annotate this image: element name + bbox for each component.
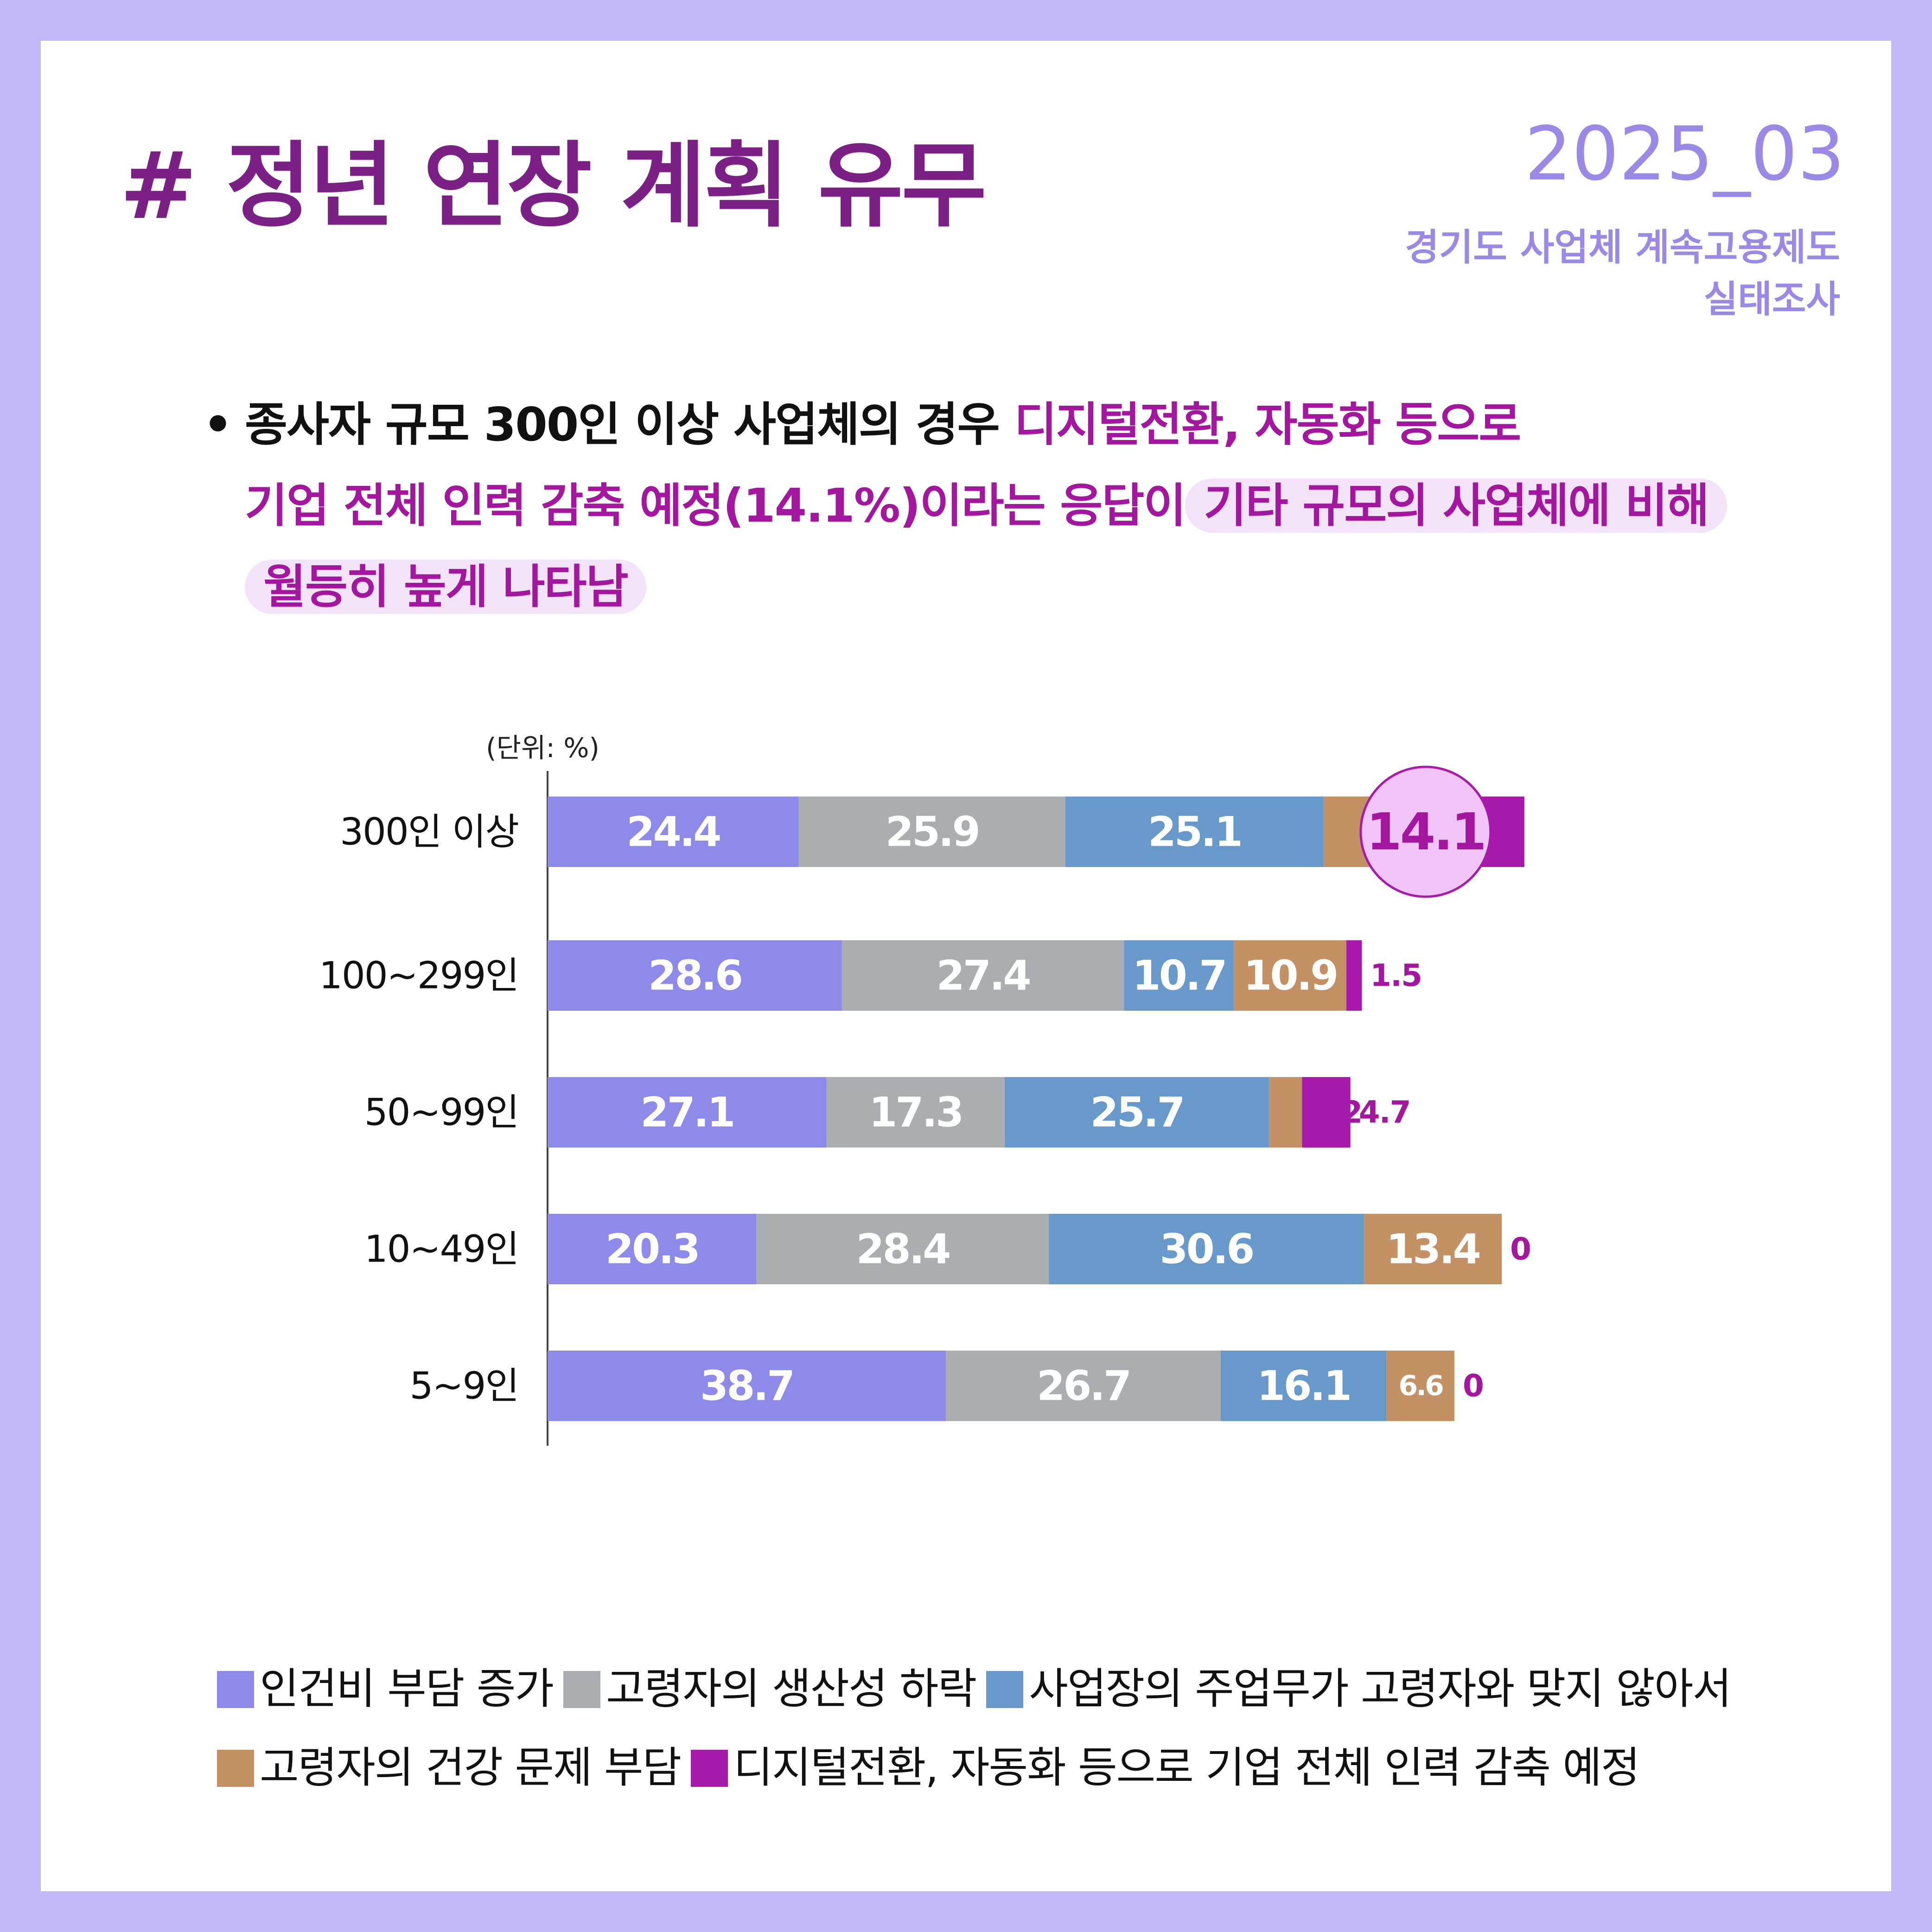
data-label: 25.1 [1148, 808, 1241, 856]
legend-item: 고령자의 건강 문제 부담 [217, 1728, 682, 1807]
unit-label: (단위: %) [486, 732, 599, 764]
summary-part-4: 기타 규모의 사업체에 비해 [1185, 478, 1727, 533]
bar-segment [548, 940, 842, 1011]
legend-label: 고령자의 생산성 하락 [606, 1664, 977, 1714]
issue-date: 2025_03 [1524, 110, 1845, 197]
data-label: 26.7 [1037, 1362, 1130, 1410]
bar-segment [842, 940, 1124, 1011]
data-label: 10.7 [1132, 952, 1225, 1000]
data-label: 10.9 [1243, 952, 1337, 1000]
data-label: 1.5 [1370, 958, 1422, 994]
data-label: 6.6 [1398, 1370, 1443, 1402]
legend-swatch-icon [563, 1671, 600, 1708]
data-label: 27.4 [936, 952, 1030, 1000]
data-label: 25.9 [886, 808, 979, 856]
data-label: 28.6 [648, 952, 741, 1000]
category-label: 100~299인 [319, 954, 518, 997]
category-label: 5~9인 [410, 1365, 518, 1408]
data-label: 0 [1463, 1368, 1483, 1404]
chart-legend: 인건비 부담 증가 고령자의 생산성 하락 사업장의 주업무가 고령자와 맞지 않아… [217, 1650, 1793, 1807]
bar-segment [1124, 940, 1234, 1011]
legend-label: 고령자의 건강 문제 부담 [260, 1743, 682, 1792]
data-label: 25.7 [1090, 1089, 1183, 1136]
bar-segment [756, 1214, 1049, 1284]
bar-segment [548, 797, 799, 867]
legend-item: 인건비 부담 증가 [217, 1650, 554, 1728]
summary-part-3: 기업 전체 인력 감축 예정(14.1%)이라는 응답이 [245, 478, 1186, 533]
data-label: 4.7 [1359, 1095, 1410, 1130]
bar-segment [548, 1077, 827, 1148]
data-label: 20.3 [606, 1225, 699, 1273]
data-label: 28.4 [856, 1225, 950, 1273]
bar-segment [1234, 940, 1346, 1011]
category-label: 300인 이상 [340, 810, 518, 854]
source-label: 경기도 사업체 계속고용제도 실태조사 [1405, 222, 1840, 325]
summary-part-1: 종사자 규모 300인 이상 사업체의 경우 [245, 397, 1014, 452]
page-title: # 정년 연장 계획 유무 [120, 132, 987, 240]
summary-part-5: 월등히 높게 나타남 [245, 560, 646, 614]
bar-segment [1302, 1077, 1351, 1148]
bar-segment [946, 1351, 1221, 1421]
data-label: 27.1 [640, 1089, 733, 1136]
data-label: 0 [1510, 1231, 1530, 1267]
legend-swatch-icon [986, 1671, 1024, 1708]
legend-swatch-icon [217, 1750, 254, 1787]
legend-label: 디지털전환, 자동화 등으로 기업 전체 인력 감축 예정 [733, 1743, 1640, 1792]
legend-label: 사업장의 주업무가 고령자와 맞지 않아서 [1029, 1664, 1732, 1714]
category-label: 10~49인 [364, 1228, 518, 1271]
summary-part-2: 디지털전환, 자동화 등으로 [1014, 397, 1522, 452]
bar-segment [1269, 1077, 1302, 1148]
data-label: 24.4 [626, 808, 720, 856]
legend-label: 인건비 부담 증가 [260, 1664, 554, 1714]
summary-text: • 종사자 규모 300인 이상 사업체의 경우 디지털전환, 자동화 등으로 … [203, 384, 1821, 627]
source-line-2: 실태조사 [1703, 278, 1840, 321]
data-label: 13.4 [1386, 1225, 1480, 1273]
bar-segment [1220, 1351, 1387, 1421]
bar-segment [826, 1077, 1005, 1148]
legend-item: 사업장의 주업무가 고령자와 맞지 않아서 [986, 1650, 1732, 1728]
bar-segment [1386, 1351, 1454, 1421]
bar-segment [1346, 940, 1362, 1011]
bar-segment [548, 1351, 946, 1421]
bullet-icon: • [203, 397, 233, 452]
highlight-data-label: 14.1 [1366, 802, 1485, 861]
data-label: 30.6 [1160, 1225, 1253, 1273]
bar-segment [548, 1214, 757, 1284]
legend-item: 고령자의 생산성 하락 [563, 1650, 977, 1728]
bar-segment [798, 797, 1065, 867]
source-line-1: 경기도 사업체 계속고용제도 [1405, 226, 1840, 269]
bar-segment [1049, 1214, 1364, 1284]
infographic-card: # 정년 연장 계획 유무 2025_03 경기도 사업체 계속고용제도 실태조… [41, 41, 1891, 1891]
bar-segment [1004, 1077, 1269, 1148]
bar-segment [1065, 797, 1324, 867]
legend-swatch-icon [217, 1671, 254, 1708]
bar-segment [1364, 1214, 1502, 1284]
data-label: 38.7 [700, 1362, 793, 1410]
legend-swatch-icon [691, 1750, 728, 1787]
category-label: 50~99인 [364, 1091, 518, 1134]
data-label: 17.3 [869, 1089, 962, 1136]
highlight-circle [1359, 765, 1492, 898]
data-label: 16.1 [1257, 1362, 1350, 1410]
legend-item: 디지털전환, 자동화 등으로 기업 전체 인력 감축 예정 [691, 1728, 1640, 1807]
stacked-bar-chart: (단위: %)300인 이상24.425.925.15.414.1100~299… [319, 732, 1531, 1446]
